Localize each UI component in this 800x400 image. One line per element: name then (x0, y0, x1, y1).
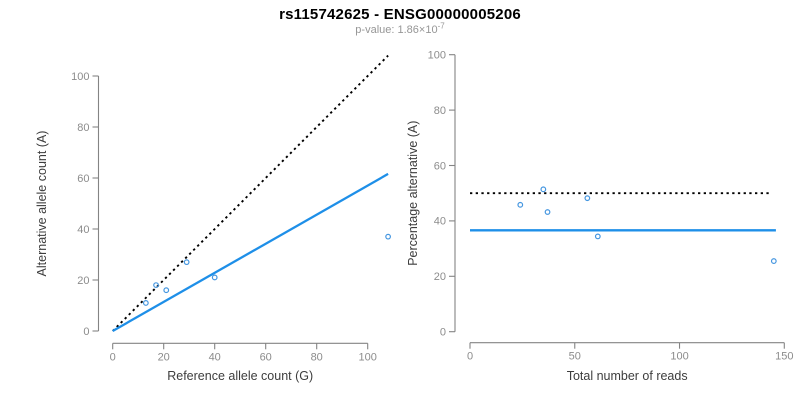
data-point (540, 186, 547, 193)
fit-line (112, 172, 389, 332)
data-point (142, 300, 149, 306)
x-tick-label: 50 (569, 351, 581, 363)
page-title: rs115742625 - ENSG00000005206 (279, 6, 521, 23)
x-axis-title: Total number of reads (567, 369, 688, 383)
pvalue-exponent: -7 (437, 21, 445, 31)
x-tick-label: 100 (359, 351, 377, 363)
x-tick-label: 150 (775, 351, 793, 363)
x-tick-label: 80 (311, 351, 323, 363)
y-tick-label: 100 (71, 71, 89, 83)
data-point (163, 287, 170, 294)
x-axis-title: Reference allele count (G) (167, 369, 313, 383)
y-tick-label: 60 (77, 173, 89, 185)
x-tick-label: 60 (260, 351, 272, 363)
y-tick-label: 20 (434, 271, 446, 283)
data-point (183, 259, 190, 266)
pvalue-text: p-value: 1.86×10 (355, 24, 438, 36)
data-point (517, 201, 524, 208)
data-point (594, 233, 601, 240)
x-tick-label: 40 (209, 351, 221, 363)
y-axis-title: Alternative allele count (A) (35, 131, 49, 277)
data-point (385, 233, 392, 240)
identity-line (112, 54, 389, 332)
y-tick-label: 40 (77, 224, 89, 236)
data-point (153, 282, 159, 289)
y-tick-label: 80 (77, 122, 89, 134)
y-axis-title: Percentage alternative (A) (406, 121, 420, 266)
x-tick-label: 100 (670, 351, 688, 363)
data-point (544, 209, 551, 215)
y-tick-label: 0 (83, 326, 89, 338)
y-tick-label: 60 (434, 160, 446, 172)
x-tick-label: 20 (158, 351, 170, 363)
x-tick-label: 0 (110, 351, 116, 363)
y-tick-label: 20 (77, 275, 89, 287)
data-point (584, 195, 591, 202)
x-tick-label: 0 (467, 351, 473, 363)
y-tick-label: 40 (434, 216, 446, 228)
data-point (770, 258, 777, 264)
data-point (211, 274, 218, 281)
y-tick-label: 100 (428, 50, 446, 62)
y-tick-label: 0 (440, 327, 446, 339)
y-tick-label: 80 (434, 105, 446, 117)
page-subtitle: p-value: 1.86×10-7 (0, 21, 800, 36)
